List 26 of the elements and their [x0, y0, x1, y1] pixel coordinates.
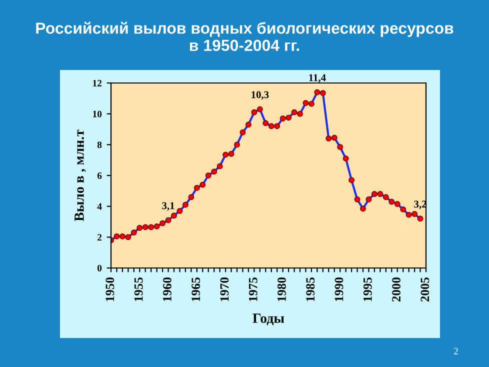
- y-tick-label: 4: [97, 203, 102, 210]
- x-tick-label: 1975: [248, 277, 258, 302]
- x-tick-label: 1990: [334, 278, 344, 302]
- x-axis-title: Годы: [252, 314, 284, 326]
- x-tick-label: 1950: [106, 278, 114, 302]
- chart-title: Российский вылов водных биологических ресурсов в 1950-2004 гг.: [36, 22, 454, 52]
- y-tick-label: 12: [93, 80, 102, 86]
- x-tick-label: 1960: [162, 278, 172, 302]
- y-tick-label: 10: [93, 110, 102, 118]
- x-tick-label: 2005: [420, 277, 430, 302]
- x-tick-label: 1955: [134, 277, 143, 302]
- annotation: 10,3: [252, 91, 269, 100]
- y-tick-label: 6: [97, 172, 102, 179]
- y-tick-label: 0: [97, 264, 102, 272]
- x-tick-label: 1970: [220, 278, 229, 302]
- x-tick-label: 2000: [392, 278, 400, 302]
- x-tick-label: 1965: [192, 277, 200, 302]
- y-tick-label: 2: [98, 234, 102, 241]
- text: 2: [454, 348, 458, 354]
- x-tick-label: 1995: [363, 277, 372, 302]
- y-axis-title: Выло в , млн.т: [74, 130, 86, 222]
- x-tick-label: 1985: [306, 277, 315, 302]
- y-tick-label: 8: [97, 142, 102, 148]
- annotation: 11,4: [309, 74, 326, 83]
- annotation: 3,1: [162, 202, 174, 211]
- x-tick-label: 1980: [278, 278, 286, 302]
